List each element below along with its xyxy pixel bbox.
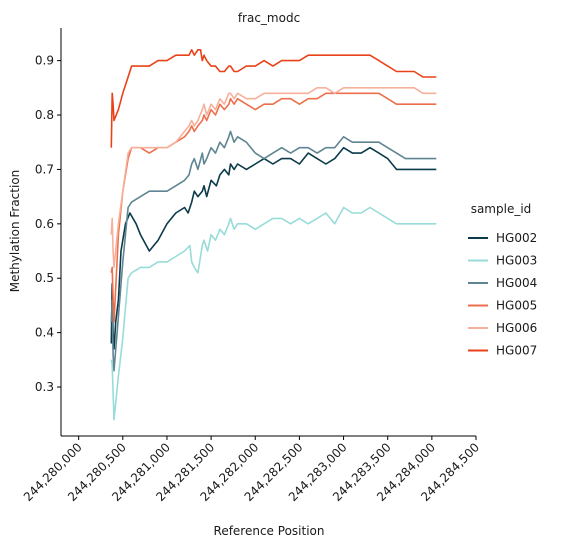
legend: sample_id HG002 HG003 HG004 HG005 HG006 HG007 <box>468 202 537 358</box>
chart-title: frac_modc <box>238 11 300 25</box>
x-axis-title: Reference Position <box>214 524 325 538</box>
legend-label: HG006 <box>496 321 537 335</box>
y-tick-label: 0.8 <box>35 108 54 122</box>
series-line-hg007 <box>110 48 437 148</box>
legend-label: HG003 <box>496 254 537 268</box>
series-lines <box>110 48 437 421</box>
legend-label: HG002 <box>496 231 537 245</box>
y-tick-label: 0.7 <box>35 162 54 176</box>
y-axis-title: Methylation Fraction <box>8 170 22 293</box>
series-line-hg006 <box>110 87 437 269</box>
legend-label: HG004 <box>496 276 537 290</box>
series-line-hg004 <box>110 130 437 372</box>
y-tick-label: 0.6 <box>35 217 54 231</box>
series-line-hg005 <box>110 92 437 323</box>
y-tick-label: 0.5 <box>35 271 54 285</box>
legend-label: HG005 <box>496 299 537 313</box>
series-line-hg002 <box>110 146 437 350</box>
y-tick-label: 0.9 <box>35 54 54 68</box>
legend-title: sample_id <box>471 202 532 216</box>
y-tick-label: 0.4 <box>35 326 54 340</box>
series-line-hg003 <box>110 206 437 421</box>
y-tick-label: 0.3 <box>35 380 54 394</box>
legend-label: HG007 <box>496 344 537 358</box>
